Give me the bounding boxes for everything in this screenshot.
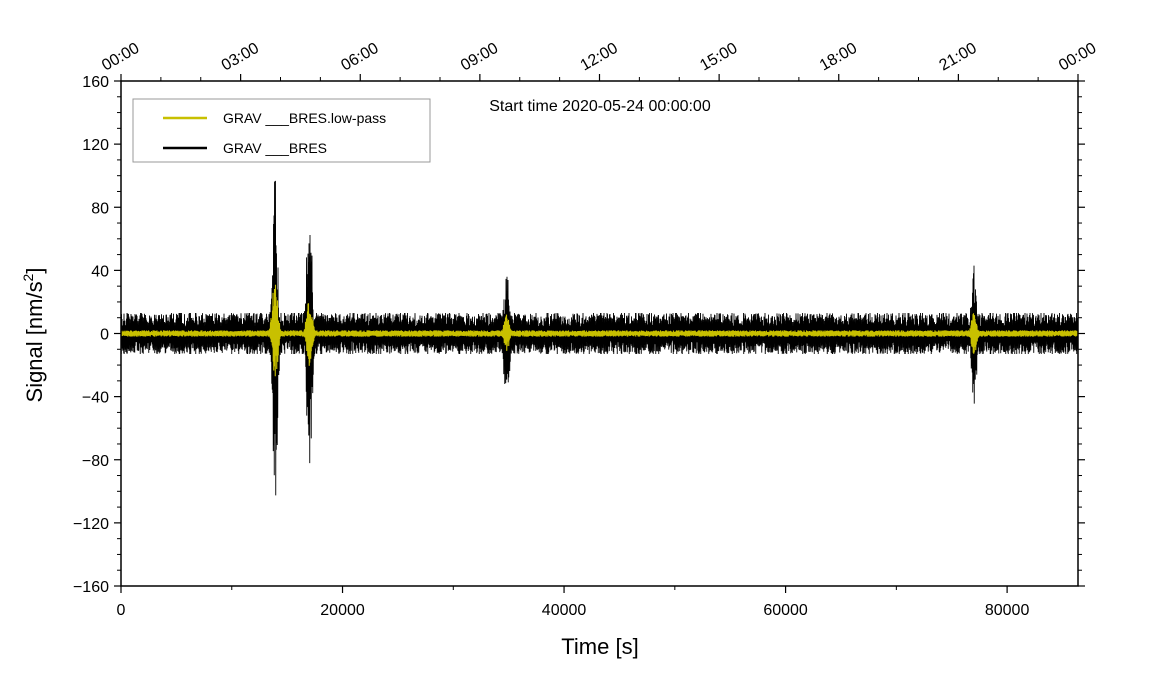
top-tick-label: 21:00 [937,40,980,75]
top-tick-label: 06:00 [338,40,381,75]
y-tick-label: −40 [82,390,109,407]
top-tick-label: 09:00 [458,40,501,75]
start-time-annotation: Start time 2020-05-24 00:00:00 [489,98,711,115]
plot-frame [120,80,1079,587]
y-axis-label-superscript: 2 [20,273,36,281]
x-axis-label: Time [s] [561,634,638,659]
x-tick-label: 20000 [320,602,365,619]
legend-label-raw: GRAV ___BRES [223,140,327,156]
y-axis-label: Signal [nm/s2] [20,268,47,403]
x-axis: 0 20000 40000 60000 80000 [117,586,1030,619]
x-tick-label: 80000 [985,602,1030,619]
y-axis-label-end: ] [22,268,47,274]
y-tick-label: 120 [82,137,109,154]
x-tick-label: 40000 [542,602,587,619]
top-tick-label: 18:00 [817,40,860,75]
y-tick-label: 80 [91,200,109,217]
legend-label-low-pass: GRAV ___BRES.low-pass [223,110,386,126]
legend-box [132,98,431,163]
series-line-grav-bres-low-pass [121,284,1078,377]
top-tick-label: 15:00 [697,40,740,75]
y-tick-label: −80 [82,453,109,470]
y-tick-label: 160 [82,74,109,91]
x-tick-label: 0 [117,602,126,619]
top-tick-label: 03:00 [219,40,262,75]
legend: GRAV ___BRES.low-pass GRAV ___BRES [132,98,431,163]
top-tick-label: 12:00 [578,40,621,75]
y-axis: −160 −120 −80 −40 0 40 80 120 160 [73,74,1085,596]
top-axis: 00:00 03:00 06:00 09:00 12:00 15:00 18:00 21:00… [99,40,1099,81]
top-tick-label: 00:00 [1056,40,1099,75]
y-tick-label: 40 [91,263,109,280]
x-tick-label: 60000 [763,602,808,619]
top-tick-label: 00:00 [99,40,142,75]
series-line-grav-bres [121,180,1078,496]
y-tick-label: −160 [73,579,109,596]
y-tick-label: 0 [100,327,109,344]
y-axis-label-main: Signal [nm/s [22,281,47,402]
y-tick-label: −120 [73,516,109,533]
